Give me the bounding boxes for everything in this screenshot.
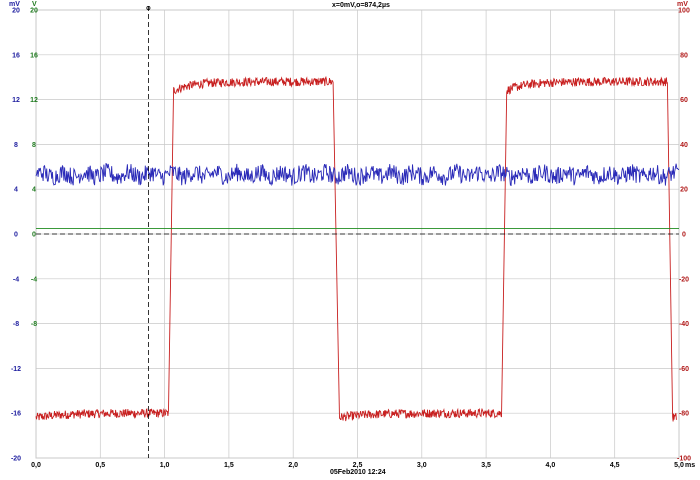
right-mv-tick-label: -40 [679, 321, 689, 328]
left-v-tick-label: 20 [30, 8, 38, 15]
left-mv-tick-label: -16 [11, 411, 21, 418]
x-tick-label: 4,5 [610, 462, 620, 469]
x-tick-label: 3,0 [417, 462, 427, 469]
cursor-readout: x=0mV,o=874,2µs [332, 2, 390, 9]
left-mv-tick-label: 0 [14, 232, 18, 239]
overlay [36, 6, 679, 458]
left-v-tick-label: 8 [32, 142, 36, 149]
timestamp: 05Feb2010 12:24 [330, 469, 386, 476]
right-mv-tick-label: -20 [679, 276, 689, 283]
left-v-tick-label: 0 [32, 232, 36, 239]
series-trace [35, 162, 680, 187]
left-v-tick-label: 16 [30, 52, 38, 59]
x-tick-label: 2,0 [288, 462, 298, 469]
left-mv-tick-label: -20 [11, 456, 21, 463]
x-tick-label: 1,5 [224, 462, 234, 469]
left-v-tick-label: 4 [32, 187, 36, 194]
left-mv-tick-label: 20 [12, 8, 20, 15]
left-v-tick-label: -8 [31, 321, 37, 328]
right-mv-tick-label: 0 [682, 232, 686, 239]
right-mv-tick-label: -80 [679, 411, 689, 418]
x-tick-label: 0,0 [31, 462, 41, 469]
right-mv-tick-label: 60 [680, 97, 688, 104]
right-mv-tick-label: 20 [680, 187, 688, 194]
left-mv-tick-label: -4 [13, 276, 19, 283]
left-mv-tick-label: -12 [11, 366, 21, 373]
left-v-tick-label: 12 [30, 97, 38, 104]
right-mv-tick-label: 100 [678, 8, 690, 15]
time-cursor-marker [146, 6, 151, 11]
x-tick-label: 4,0 [546, 462, 556, 469]
right-mv-tick-label: 40 [680, 142, 688, 149]
tick-labels: 0,0 0,5 1,0 1,5 2,0 2,5 3,0 3,5 4,0 4,5 5,0 20 16 12 8… [11, 8, 691, 470]
right-mv-tick-label: -100 [677, 456, 691, 463]
traces [35, 75, 680, 422]
left-mv-tick-label: 4 [14, 187, 18, 194]
x-unit-label: ms [685, 462, 695, 469]
x-tick-label: 3,5 [481, 462, 491, 469]
right-mv-unit: mV [677, 1, 688, 8]
left-mv-tick-label: 8 [14, 142, 18, 149]
left-mv-tick-label: 16 [12, 52, 20, 59]
left-mv-tick-label: -8 [13, 321, 19, 328]
x-tick-label: 2,5 [353, 462, 363, 469]
left-mv-unit: mV [9, 1, 20, 8]
x-tick-label: 1,0 [160, 462, 170, 469]
left-mv-tick-label: 12 [12, 97, 20, 104]
x-tick-label: 0,5 [95, 462, 105, 469]
left-v-unit: V [32, 1, 37, 8]
left-v-tick-label: -4 [31, 276, 37, 283]
right-mv-tick-label: 80 [680, 52, 688, 59]
x-tick-label: 5,0 [674, 462, 684, 469]
series-trace [35, 75, 677, 422]
right-mv-tick-label: -60 [679, 366, 689, 373]
